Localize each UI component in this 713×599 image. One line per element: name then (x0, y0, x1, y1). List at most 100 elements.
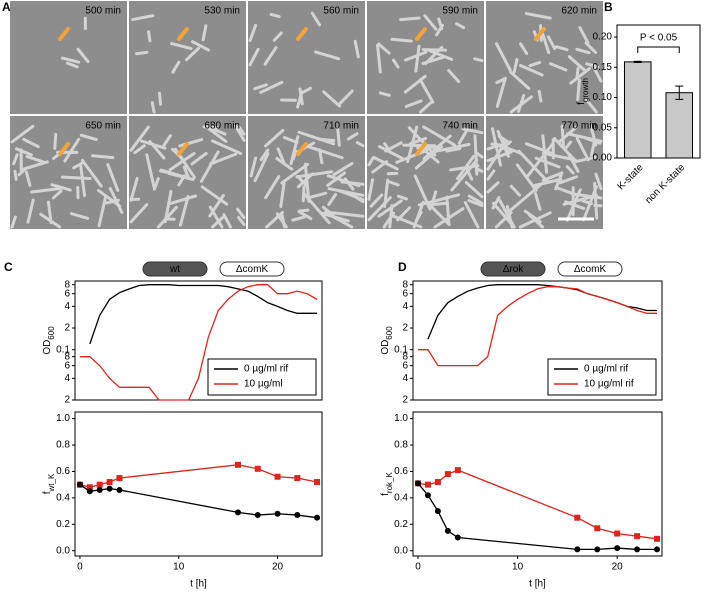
y-tick-label: 2 (402, 395, 408, 406)
cell (289, 135, 300, 166)
cell (167, 171, 195, 182)
cell (422, 125, 457, 147)
cell (13, 169, 18, 181)
marker (96, 481, 103, 488)
marker (424, 481, 431, 488)
marker (76, 481, 83, 488)
marker (86, 484, 93, 491)
y-label-sub: wt_K (47, 473, 56, 492)
annotation: P < 0.05 (640, 33, 678, 44)
cell (53, 132, 58, 150)
y-tick-label: 0.0 (394, 545, 408, 556)
cell (396, 206, 411, 222)
cell (327, 192, 338, 207)
time-label: 740 min (442, 121, 478, 132)
cell (445, 195, 451, 224)
cell (310, 11, 322, 27)
marker (274, 473, 281, 480)
strain-tag (480, 261, 546, 277)
cell (346, 132, 359, 141)
cell (434, 142, 471, 153)
marker (614, 530, 621, 537)
cell (408, 136, 428, 146)
cell (70, 212, 90, 220)
y-axis-label: fwt_K (42, 473, 56, 494)
cell (204, 124, 228, 143)
cell (355, 141, 365, 148)
cell (576, 78, 581, 102)
cell (236, 207, 246, 220)
cell (554, 171, 564, 191)
cell (367, 178, 375, 201)
cell (265, 211, 284, 229)
strain-tag-label: ΔcomK (574, 264, 607, 275)
cell (336, 126, 341, 147)
cell (372, 156, 399, 171)
y-tick-label: 8 (64, 351, 70, 362)
k-state-cell (58, 27, 70, 41)
marker (434, 508, 441, 515)
cell (424, 45, 444, 66)
cell (208, 205, 224, 229)
cell (259, 80, 284, 94)
cell (376, 43, 382, 74)
cell (402, 143, 437, 148)
cell (509, 184, 522, 197)
cell (569, 67, 591, 85)
cell (297, 210, 313, 221)
cell (567, 55, 588, 73)
cell (91, 154, 115, 160)
cell (491, 196, 501, 210)
cell (297, 130, 336, 146)
y-label-sub: rok_K (385, 472, 394, 494)
bar (623, 61, 652, 159)
cell (575, 47, 591, 55)
y-tick-label: 0.1 (56, 344, 70, 355)
marker (634, 533, 641, 540)
time-label: 680 min (204, 121, 240, 132)
cell (567, 153, 580, 173)
cell (534, 192, 542, 211)
cell (509, 70, 531, 90)
series-line (79, 284, 318, 401)
cell (558, 175, 579, 185)
cell (131, 14, 155, 22)
cell (129, 125, 150, 152)
cell (403, 74, 427, 94)
strain-tag-label: Δrok (503, 264, 525, 275)
cell (549, 62, 568, 72)
y-tick-label: 0.2 (56, 519, 70, 530)
cell (322, 90, 342, 108)
cell (200, 185, 229, 206)
cell (291, 215, 306, 222)
series-line (417, 482, 658, 551)
cell (171, 60, 181, 74)
time-label: 620 min (561, 6, 597, 17)
time-label: 530 min (204, 6, 240, 17)
panel-letter: A (2, 0, 11, 14)
cell (537, 89, 543, 103)
x-axis-label: t [h] (529, 579, 546, 590)
marker (254, 512, 261, 519)
marker (116, 486, 123, 493)
cell (199, 150, 220, 183)
cell (419, 101, 432, 114)
cell (391, 58, 400, 69)
strain-tag-label: wt (169, 264, 180, 275)
y-tick-label: 0.15 (593, 62, 613, 73)
y-tick-label: 0.6 (394, 466, 408, 477)
cell (14, 147, 33, 157)
cell (248, 47, 260, 67)
cell (158, 91, 163, 106)
cell (427, 48, 454, 61)
cell (496, 129, 510, 158)
cell (429, 201, 449, 207)
marker (294, 512, 301, 519)
cell (178, 138, 204, 148)
cell (387, 180, 400, 187)
cell (407, 126, 437, 157)
cell (541, 151, 577, 162)
y-label-main: f (380, 493, 391, 496)
cell (383, 178, 390, 209)
